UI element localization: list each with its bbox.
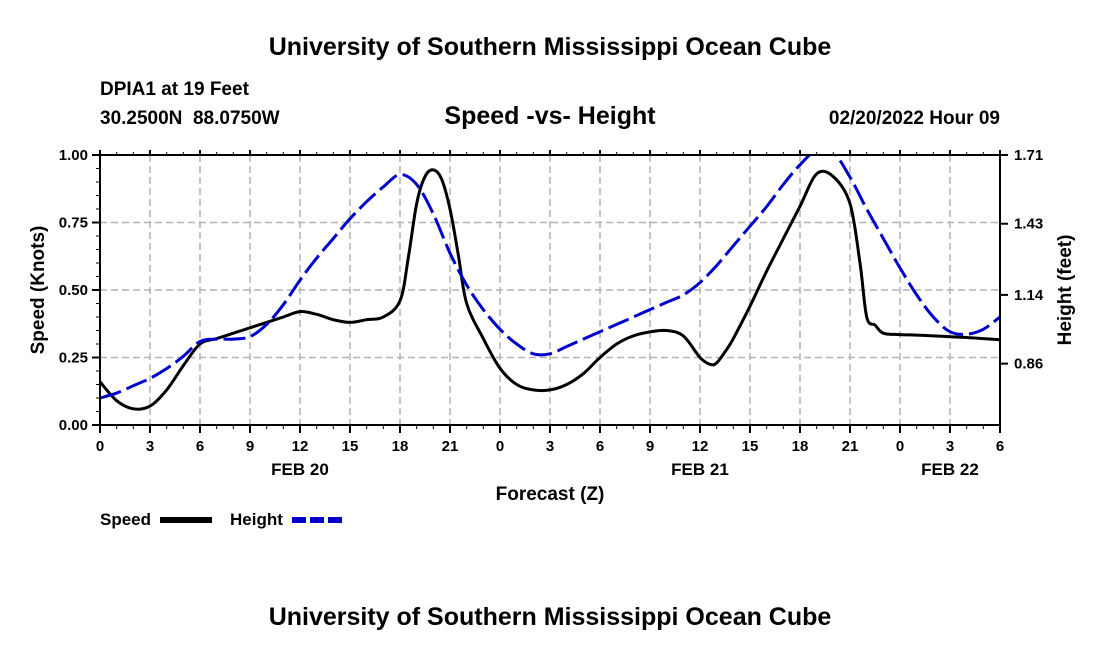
y-tick-label: 0.75: [59, 215, 88, 232]
y2-tick-label: 1.43: [1014, 216, 1043, 233]
x-tick-label: 21: [842, 438, 859, 455]
grid-lines: [100, 155, 1000, 425]
x-axis-title: Forecast (Z): [496, 484, 605, 505]
legend: Speed Height: [100, 510, 342, 529]
y2-tick-label: 1.71: [1014, 147, 1043, 164]
y-tick-label: 0.00: [59, 417, 88, 434]
y2-tick-label: 1.14: [1014, 287, 1044, 304]
y2-axis-title: Height (feet): [1055, 235, 1076, 346]
legend-speed-label: Speed: [100, 510, 151, 529]
station-label: DPIA1 at 19 Feet: [100, 79, 250, 100]
date-label: FEB 21: [671, 460, 729, 479]
date-label: FEB 22: [921, 460, 979, 479]
series-lines: [100, 155, 1000, 411]
x-tick-label: 6: [996, 438, 1004, 455]
y2-tick-label: 0.86: [1014, 356, 1043, 373]
x-tick-label: 15: [742, 438, 759, 455]
x-tick-label: 12: [292, 438, 309, 455]
x-tick-label: 6: [196, 438, 204, 455]
y-tick-label: 1.00: [59, 147, 88, 164]
x-tick-label: 9: [246, 438, 254, 455]
y-axis-title: Speed (Knots): [28, 226, 49, 355]
chart-title: Speed -vs- Height: [444, 102, 656, 130]
date-label: FEB 20: [271, 460, 329, 479]
legend-height-label: Height: [230, 510, 283, 529]
x-tick-label: 0: [896, 438, 904, 455]
x-tick-label: 21: [442, 438, 459, 455]
speed-series-line: [100, 168, 1000, 411]
x-tick-label: 0: [496, 438, 504, 455]
x-tick-label: 12: [692, 438, 709, 455]
height-series-line: [100, 155, 1000, 400]
y-tick-label: 0.50: [59, 282, 88, 299]
station-coordinates: 30.2500N 88.0750W: [100, 108, 280, 129]
x-tick-label: 6: [596, 438, 604, 455]
x-tick-label: 18: [392, 438, 409, 455]
footer-title: University of Southern Mississippi Ocean…: [269, 603, 832, 631]
x-tick-label: 15: [342, 438, 359, 455]
y-tick-label: 0.25: [59, 350, 88, 367]
axes: 0 3 6 9 12 15 18 21 0 3 6 9 12 15 18 21 0 3 6 FEB 20 FEB 21 F…: [59, 147, 1044, 479]
x-tick-label: 3: [146, 438, 154, 455]
x-tick-label: 9: [646, 438, 654, 455]
x-tick-label: 3: [546, 438, 554, 455]
page-title: University of Southern Mississippi Ocean…: [269, 33, 832, 61]
x-tick-label: 3: [946, 438, 954, 455]
x-tick-label: 0: [96, 438, 104, 455]
x-tick-label: 18: [792, 438, 809, 455]
forecast-datetime: 02/20/2022 Hour 09: [829, 108, 1000, 129]
